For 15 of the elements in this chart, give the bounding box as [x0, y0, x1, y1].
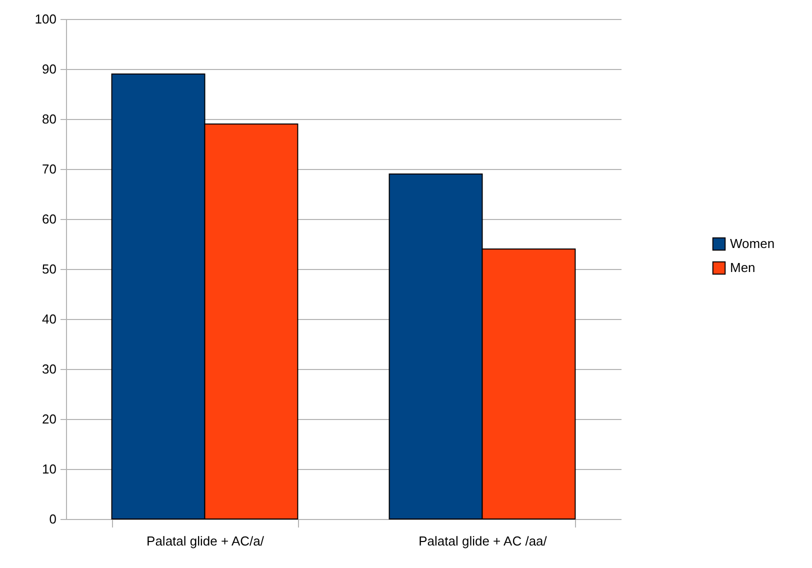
legend-label: Women	[730, 236, 775, 251]
y-tick-label: 80	[42, 112, 56, 126]
y-tick-label: 90	[42, 62, 56, 76]
y-tick-label: 30	[42, 362, 56, 376]
legend-label: Men	[730, 260, 756, 275]
x-tick-label: Palatal glide + AC /aa/	[418, 534, 548, 548]
y-tick-label: 40	[42, 312, 56, 326]
y-tick-label: 10	[42, 462, 56, 476]
y-tick-label: 60	[42, 212, 56, 226]
y-tick-label: 70	[42, 162, 56, 176]
y-tick-label: 0	[49, 512, 56, 526]
y-tick-label: 50	[42, 262, 56, 276]
x-tick-label: Palatal glide + AC/a/	[146, 534, 264, 548]
y-tick-label: 20	[42, 412, 56, 426]
y-tick-label: 100	[34, 12, 56, 26]
